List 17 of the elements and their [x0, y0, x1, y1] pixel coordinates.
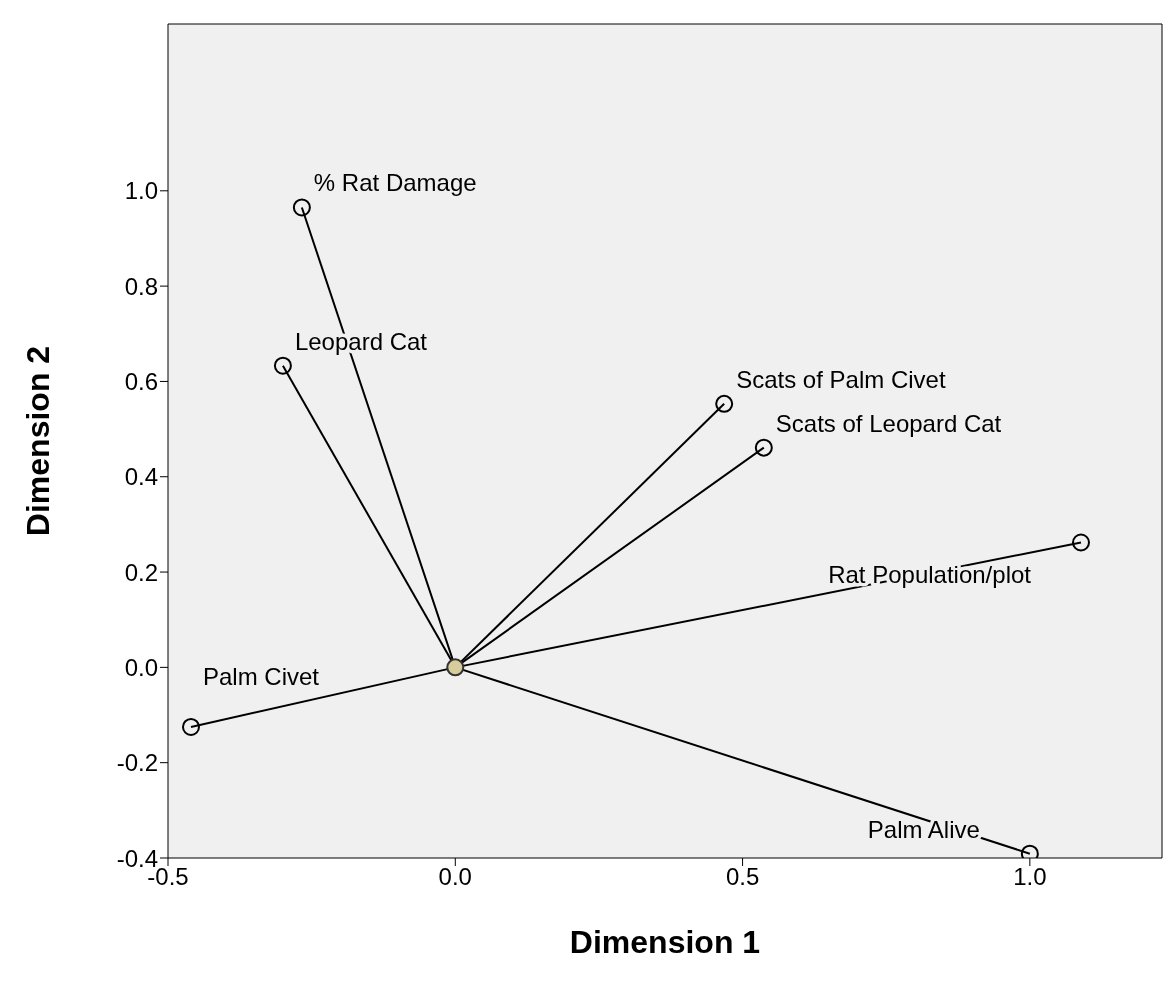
y-tick-label: 0.4	[124, 463, 158, 491]
series-label: Scats of Leopard Cat	[775, 409, 1002, 437]
y-axis-title: Dimension 2	[20, 345, 57, 537]
series-label: Scats of Palm Civet	[736, 365, 946, 393]
y-tick-label: 1.0	[124, 177, 158, 205]
y-tick-label: -0.4	[116, 844, 158, 872]
series-label: % Rat Damage	[313, 169, 477, 197]
x-axis-title: Dimension 1	[569, 924, 761, 960]
x-tick-label: 0.0	[438, 863, 472, 891]
series-label: Palm Civet	[202, 662, 320, 690]
x-tick-label: 0.5	[725, 863, 760, 891]
y-tick-label: 0.0	[124, 653, 158, 681]
y-tick-label: 0.2	[124, 558, 158, 586]
y-tick-label: 0.6	[124, 367, 158, 395]
y-tick-label: 0.8	[124, 272, 158, 300]
x-tick-label: 1.0	[1013, 863, 1047, 891]
y-tick-label: -0.2	[116, 749, 158, 777]
